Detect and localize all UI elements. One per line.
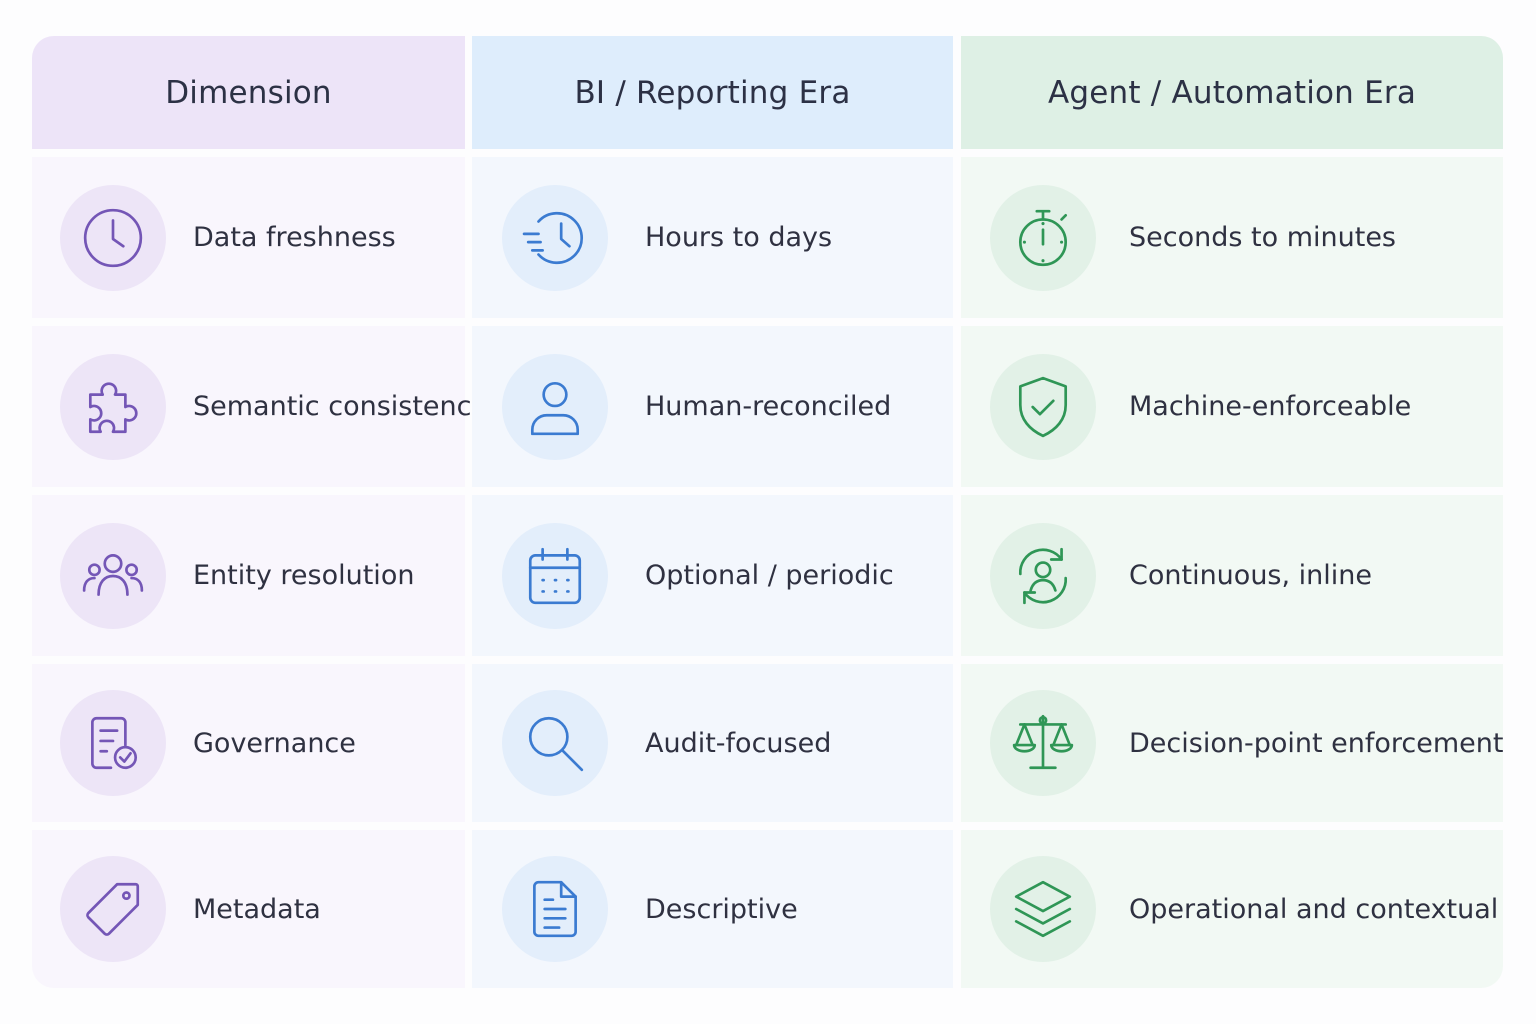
bi-label: Audit-focused: [645, 727, 832, 759]
fast-clock-icon: [502, 184, 608, 291]
dimension-cell-semantic-consistency: Semantic consistency: [32, 326, 487, 487]
dimension-label: Semantic consistency: [193, 391, 488, 422]
clock-icon: [60, 184, 166, 291]
bi-cell-hours-to-days: Hours to days: [472, 157, 953, 318]
agent-label: Decision-point enforcement: [1129, 727, 1503, 759]
puzzle-piece-icon: [60, 353, 166, 460]
bi-cell-descriptive: Descriptive: [472, 830, 953, 988]
bi-header: BI / Reporting Era: [472, 36, 953, 149]
document-check-icon: [60, 690, 166, 796]
dimension-cell-metadata: Metadata: [32, 830, 465, 988]
agent-cell-machine-enforceable: Machine-enforceable: [961, 326, 1503, 487]
dimension-label: Governance: [193, 727, 356, 759]
agent-header: Agent / Automation Era: [961, 36, 1503, 149]
tag-icon: [60, 856, 166, 962]
bi-label: Human-reconciled: [645, 391, 892, 422]
user-sync-icon: [990, 522, 1096, 629]
bi-cell-audit-focused: Audit-focused: [472, 664, 953, 822]
shield-check-icon: [990, 353, 1096, 460]
agent-cell-decision-point-enforcement: Decision-point enforcement: [961, 664, 1503, 822]
agent-cell-operational-and-contextual: Operational and contextual: [961, 830, 1503, 988]
calendar-icon: [502, 522, 608, 629]
bi-label: Descriptive: [645, 893, 798, 925]
document-icon: [502, 856, 608, 962]
users-group-icon: [60, 522, 166, 629]
agent-label: Seconds to minutes: [1129, 222, 1396, 253]
dimension-cell-data-freshness: Data freshness: [32, 157, 465, 318]
dimension-label: Data freshness: [193, 222, 396, 253]
stopwatch-icon: [990, 184, 1096, 291]
dimension-header: Dimension: [32, 36, 465, 149]
agent-label: Machine-enforceable: [1129, 391, 1412, 422]
agent-label: Continuous, inline: [1129, 560, 1372, 591]
dimension-label: Entity resolution: [193, 560, 415, 591]
agent-cell-continuous-inline: Continuous, inline: [961, 495, 1503, 656]
user-icon: [502, 353, 608, 460]
bi-cell-human-reconciled: Human-reconciled: [472, 326, 953, 487]
dimension-cell-governance: Governance: [32, 664, 465, 822]
search-icon: [502, 690, 608, 796]
dimension-label: Metadata: [193, 893, 321, 925]
comparison-table: Dimension Data freshness Semantic consis…: [32, 36, 1503, 988]
bi-label: Hours to days: [645, 222, 833, 253]
agent-cell-seconds-to-minutes: Seconds to minutes: [961, 157, 1503, 318]
dimension-cell-entity-resolution: Entity resolution: [32, 495, 465, 656]
layers-icon: [990, 856, 1096, 962]
scales-icon: [990, 690, 1096, 796]
bi-cell-optional-periodic: Optional / periodic: [472, 495, 953, 656]
agent-label: Operational and contextual: [1129, 893, 1499, 925]
bi-label: Optional / periodic: [645, 560, 894, 591]
